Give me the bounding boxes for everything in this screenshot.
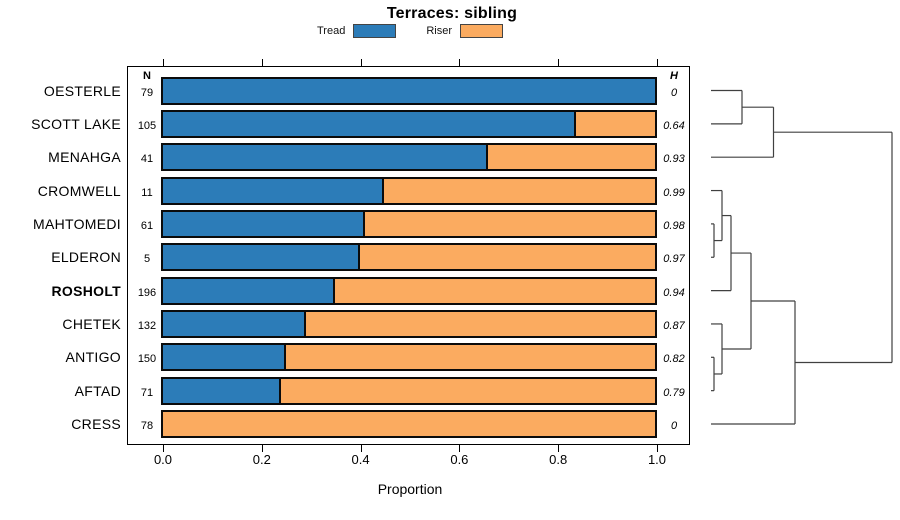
h-value: 0.97 bbox=[663, 253, 685, 266]
x-tick-label: 0.2 bbox=[252, 452, 271, 467]
row-label-oesterle: OESTERLE bbox=[43, 82, 121, 99]
n-value: 105 bbox=[137, 119, 157, 132]
n-value: 79 bbox=[140, 86, 154, 99]
row-label-cromwell: CROMWELL bbox=[37, 182, 121, 199]
bar-tread-segment bbox=[163, 178, 385, 203]
x-tick-bottom bbox=[261, 445, 263, 452]
row-label-rosholt: ROSHOLT bbox=[51, 282, 121, 299]
h-value: 0 bbox=[670, 420, 678, 432]
x-tick-bottom bbox=[360, 445, 362, 452]
x-tick-top bbox=[558, 59, 560, 66]
h-value: 0 bbox=[670, 86, 678, 99]
n-value: 41 bbox=[140, 153, 154, 166]
x-tick-label: 0.8 bbox=[549, 452, 568, 467]
stacked-bar bbox=[161, 343, 657, 372]
legend-tread-swatch bbox=[353, 24, 397, 38]
x-tick-bottom bbox=[163, 445, 164, 452]
stacked-bar bbox=[161, 309, 657, 338]
row-label-elderon: ELDERON bbox=[51, 249, 121, 266]
n-value: 5 bbox=[143, 253, 151, 266]
row-label-antigo: ANTIGO bbox=[65, 349, 121, 366]
x-tick-label: 0.0 bbox=[153, 452, 173, 467]
n-value: 132 bbox=[137, 319, 157, 332]
plot-frame bbox=[127, 66, 690, 445]
stacked-bar bbox=[161, 410, 657, 438]
x-tick-label: 0.6 bbox=[450, 452, 469, 467]
stacked-bar bbox=[161, 109, 657, 138]
h-column-header: H bbox=[670, 70, 678, 82]
bar-tread-segment bbox=[163, 278, 336, 303]
h-value: 0.82 bbox=[663, 353, 685, 366]
h-value: 0.64 bbox=[663, 119, 685, 132]
n-value: 78 bbox=[140, 420, 154, 432]
stacked-bar bbox=[161, 243, 657, 272]
bar-tread-segment bbox=[163, 311, 306, 336]
legend-riser-label: Riser bbox=[426, 25, 452, 37]
legend-tread-label: Tread bbox=[317, 25, 346, 37]
n-column-header: N bbox=[143, 70, 151, 82]
n-value: 150 bbox=[137, 353, 157, 366]
x-tick-label: 1.0 bbox=[647, 452, 667, 467]
x-tick-top bbox=[261, 59, 263, 66]
stacked-bar bbox=[161, 376, 657, 405]
n-value: 11 bbox=[141, 186, 153, 199]
row-label-scott-lake: SCOTT LAKE bbox=[31, 115, 121, 132]
n-value: 61 bbox=[140, 219, 154, 232]
n-value: 196 bbox=[137, 286, 157, 299]
x-axis-title: Proportion bbox=[377, 481, 443, 497]
stacked-bar bbox=[161, 176, 657, 205]
chart-title: Terraces: sibling bbox=[386, 5, 518, 22]
row-label-aftad: AFTAD bbox=[74, 382, 121, 399]
x-tick-bottom bbox=[657, 445, 658, 452]
h-value: 0.79 bbox=[663, 386, 685, 399]
x-tick-label: 0.4 bbox=[351, 452, 370, 467]
x-tick-top bbox=[163, 59, 164, 66]
legend: Tread Riser bbox=[0, 24, 820, 38]
row-label-menahga: MENAHGA bbox=[48, 149, 121, 166]
h-value: 0.94 bbox=[663, 286, 685, 299]
row-label-mahtomedi: MAHTOMEDI bbox=[33, 215, 121, 232]
h-value: 0.93 bbox=[663, 153, 685, 166]
row-label-cress: CRESS bbox=[71, 416, 121, 432]
bar-tread-segment bbox=[163, 345, 286, 370]
row-label-chetek: CHETEK bbox=[62, 315, 121, 332]
legend-riser-swatch bbox=[460, 24, 503, 38]
stacked-bar bbox=[161, 209, 657, 238]
n-value: 71 bbox=[140, 386, 154, 399]
bar-tread-segment bbox=[163, 78, 655, 103]
x-tick-top bbox=[360, 59, 362, 66]
bar-tread-segment bbox=[163, 111, 577, 136]
bar-tread-segment bbox=[163, 145, 488, 170]
bar-tread-segment bbox=[163, 211, 365, 236]
h-value: 0.98 bbox=[663, 219, 685, 232]
stacked-bar bbox=[161, 276, 657, 305]
x-tick-top bbox=[459, 59, 461, 66]
bar-tread-segment bbox=[163, 378, 282, 403]
stacked-bar bbox=[161, 143, 657, 172]
x-tick-top bbox=[657, 59, 658, 66]
x-tick-bottom bbox=[459, 445, 461, 452]
h-value: 0.99 bbox=[663, 186, 685, 199]
bar-tread-segment bbox=[163, 245, 360, 270]
h-value: 0.87 bbox=[663, 319, 685, 332]
x-tick-bottom bbox=[558, 445, 560, 452]
stacked-bar bbox=[161, 76, 657, 105]
